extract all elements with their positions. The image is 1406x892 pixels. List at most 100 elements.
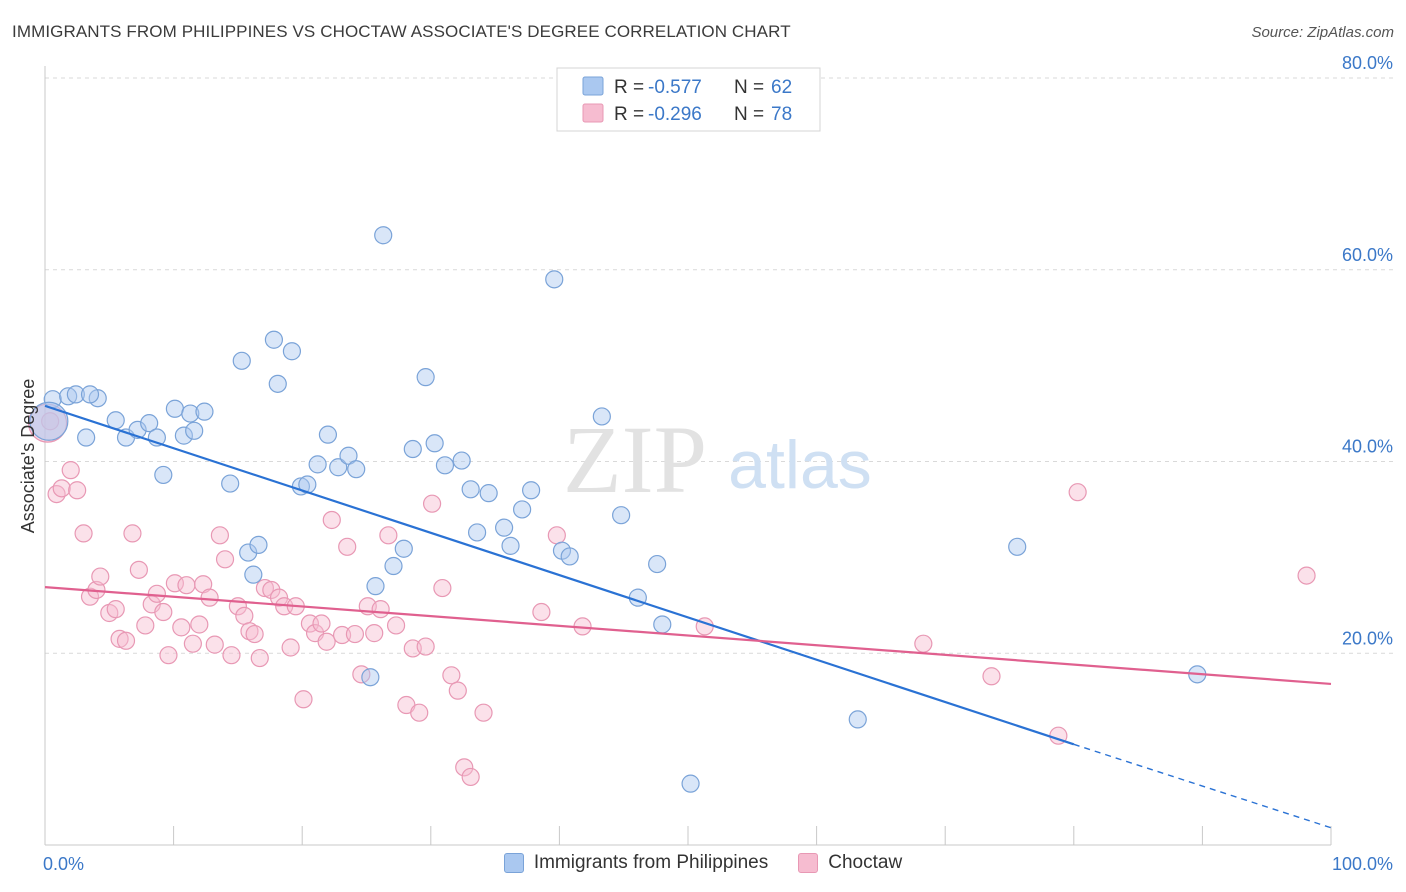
data-point [422, 494, 442, 513]
x-tick-label-left: 0.0% [43, 854, 84, 874]
data-point [183, 634, 202, 653]
data-point [181, 404, 200, 423]
data-point [312, 614, 331, 633]
watermark-atlas: atlas [728, 427, 872, 503]
data-point [592, 407, 611, 426]
y-tick-label: 40.0% [1342, 437, 1393, 457]
stats-r-label-pink: R = [614, 104, 644, 125]
data-point [338, 537, 357, 556]
data-point [205, 635, 224, 654]
data-point [269, 588, 289, 607]
stats-n-value-blue: 62 [771, 77, 792, 98]
watermark-zip: ZIP [563, 406, 707, 513]
data-point [448, 681, 467, 700]
data-point [110, 629, 129, 648]
data-point [366, 577, 385, 596]
stats-n-label-pink: N = [734, 104, 764, 125]
data-point [435, 456, 455, 475]
x-tick-label-right: 100.0% [1332, 854, 1393, 874]
data-point [80, 587, 100, 606]
data-point [222, 646, 241, 665]
data-point [495, 518, 514, 537]
data-point [255, 578, 275, 598]
data-point [281, 638, 300, 657]
data-point [332, 625, 352, 645]
data-point [374, 226, 393, 245]
data-point [612, 506, 631, 525]
y-tick-label: 20.0% [1342, 628, 1393, 648]
data-point [294, 690, 313, 709]
axes [44, 66, 1332, 846]
data-point [547, 526, 566, 545]
trend-line-philippines [44, 404, 1075, 746]
data-point [308, 455, 327, 474]
data-point [244, 565, 263, 584]
stats-r-value-blue: -0.577 [648, 77, 702, 98]
stats-r-label-blue: R = [614, 77, 644, 98]
data-point [177, 576, 196, 595]
data-point [29, 401, 69, 441]
data-point [77, 428, 96, 447]
data-point [322, 510, 341, 530]
y-tick-labels: 20.0% 40.0% 60.0% 80.0% [1342, 53, 1393, 648]
data-point [165, 399, 184, 418]
data-point [318, 425, 338, 444]
trend-line-philippines-extension [1073, 743, 1332, 829]
data-point [560, 547, 579, 566]
data-point [433, 578, 452, 598]
data-point [140, 414, 159, 433]
data-point [681, 774, 700, 793]
source-label: Source: ZipAtlas.com [1251, 24, 1394, 41]
data-point [245, 624, 264, 644]
data-point [1008, 537, 1027, 556]
data-point [129, 560, 148, 579]
data-point [154, 602, 173, 622]
data-point [172, 618, 191, 637]
data-point [347, 460, 366, 479]
stats-n-label-blue: N = [734, 77, 764, 98]
data-point [513, 500, 532, 519]
data-point [474, 703, 493, 722]
data-point [221, 474, 240, 493]
data-point [123, 524, 142, 543]
data-point [210, 526, 229, 545]
data-point [455, 758, 474, 777]
data-point [371, 600, 390, 619]
data-point [467, 523, 487, 542]
data-point [365, 624, 384, 643]
data-point [240, 622, 259, 641]
data-point [982, 667, 1001, 686]
data-point [264, 330, 284, 349]
data-point [232, 351, 251, 370]
chart-title: IMMIGRANTS FROM PHILIPPINES VS CHOCTAW A… [12, 22, 791, 41]
legend-item-choctaw[interactable]: Choctaw [798, 852, 902, 874]
data-point [501, 536, 520, 555]
series-legend: Immigrants from Philippines Choctaw [0, 852, 1406, 874]
stats-n-value-pink: 78 [771, 104, 792, 125]
data-point [190, 615, 209, 634]
data-point [165, 574, 184, 593]
data-point [653, 615, 672, 634]
legend-item-philippines[interactable]: Immigrants from Philippines [503, 852, 768, 874]
data-point [425, 434, 444, 453]
data-point [250, 648, 269, 668]
stats-legend: R = -0.577 N = 62 R = -0.296 N = 78 [556, 67, 821, 132]
data-point [384, 556, 403, 576]
data-point [522, 481, 541, 500]
data-point [282, 342, 302, 361]
watermark: ZIP atlas [563, 406, 872, 513]
data-point [848, 710, 867, 729]
data-point [545, 270, 564, 289]
data-point [200, 588, 219, 607]
data-point [52, 479, 71, 498]
data-point [416, 368, 435, 387]
data-point [68, 481, 87, 500]
data-point [361, 668, 380, 687]
stats-r-value-pink: -0.296 [648, 104, 702, 125]
x-tick-labels: 0.0% 100.0% [43, 854, 1393, 874]
data-point [116, 631, 136, 650]
legend-swatch-choctaw [798, 853, 819, 873]
stats-legend-swatch-blue [582, 76, 604, 96]
data-point [403, 439, 422, 459]
stats-legend-swatch-pink [582, 103, 604, 123]
